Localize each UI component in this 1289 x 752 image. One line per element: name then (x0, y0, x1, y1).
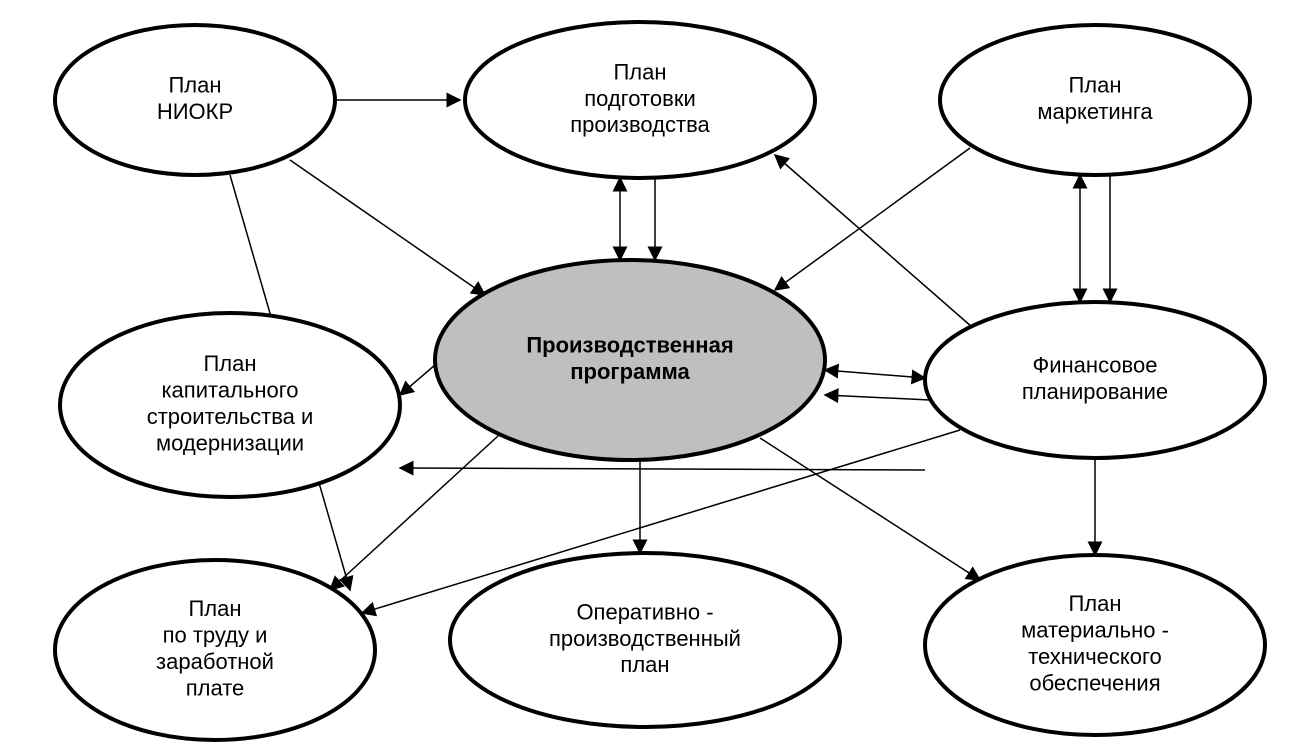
node-label-material-line3: обеспечения (1029, 670, 1160, 695)
node-finance: Финансовоепланирование (925, 302, 1265, 458)
edge-finance-capital (400, 468, 925, 470)
edge-marketing-center (775, 148, 970, 290)
edge-finance-prep (775, 155, 972, 327)
nodes-group: ПроизводственнаяпрограммаПланНИОКРПланпо… (55, 22, 1265, 740)
node-label-labor-line2: заработной (156, 649, 274, 674)
node-label-material-line2: технического (1028, 644, 1162, 669)
node-label-marketing-line0: План (1068, 73, 1121, 98)
node-operative: Оперативно -производственныйплан (450, 553, 840, 727)
node-label-center-line0: Производственная (526, 333, 733, 358)
node-label-operative-line1: производственный (549, 626, 741, 651)
node-label-labor-line0: План (188, 596, 241, 621)
node-label-marketing-line1: маркетинга (1037, 99, 1153, 124)
node-label-material-line1: материально - (1021, 618, 1169, 643)
node-label-capital-line0: План (203, 351, 256, 376)
edge-finance-center (825, 395, 930, 400)
node-marketing: Планмаркетинга (940, 25, 1250, 175)
node-label-capital-line2: строительства и (147, 404, 314, 429)
node-capital: Планкапитальногостроительства имодерниза… (60, 313, 400, 497)
node-label-prep-line0: План (613, 59, 666, 84)
node-label-material-line0: План (1068, 591, 1121, 616)
node-label-prep-line1: подготовки (584, 86, 695, 111)
node-label-labor-line3: плате (186, 675, 245, 700)
node-label-operative-line0: Оперативно - (576, 599, 713, 624)
node-material: Планматериально -техническогообеспечения (925, 555, 1265, 735)
node-prep: Планподготовкипроизводства (465, 22, 815, 178)
node-label-finance-line0: Финансовое (1033, 353, 1158, 378)
node-label-prep-line2: производства (570, 112, 710, 137)
edge-niokr-center (290, 160, 485, 295)
node-label-capital-line3: модернизации (156, 430, 304, 455)
node-niokr: ПланНИОКР (55, 25, 335, 175)
node-labor: Планпо труду изаработнойплате (55, 560, 375, 740)
planning-diagram: ПроизводственнаяпрограммаПланНИОКРПланпо… (0, 0, 1289, 752)
edge-center-material (760, 438, 980, 580)
node-label-center-line1: программа (570, 359, 690, 384)
node-center: Производственнаяпрограмма (435, 260, 825, 460)
edge-center-finance (825, 370, 925, 378)
node-label-finance-line1: планирование (1022, 379, 1168, 404)
node-label-operative-line2: план (620, 652, 669, 677)
node-label-niokr-line0: План (168, 73, 221, 98)
node-label-niokr-line1: НИОКР (157, 99, 233, 124)
edge-center-capital (400, 365, 435, 395)
node-label-labor-line1: по труду и (163, 623, 268, 648)
node-label-capital-line1: капитального (161, 378, 298, 403)
